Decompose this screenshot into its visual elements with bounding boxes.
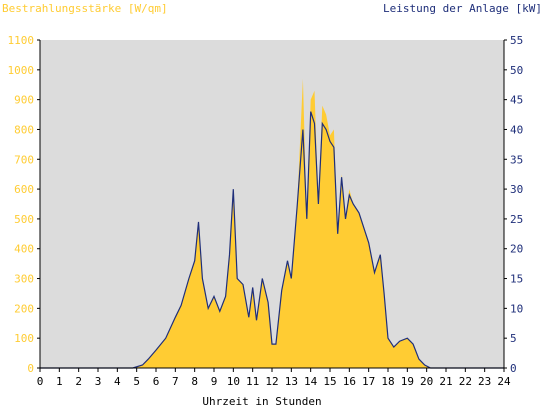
plot-area: [40, 40, 504, 368]
x-tick-label: 23: [478, 375, 491, 388]
x-tick-label: 4: [114, 375, 121, 388]
right-axis-title: Leistung der Anlage [kW]: [383, 2, 542, 15]
y-left-tick-label: 1000: [8, 64, 35, 77]
y-right-tick-label: 55: [510, 34, 523, 47]
y-right-tick-label: 50: [510, 64, 523, 77]
x-tick-label: 14: [304, 375, 318, 388]
axes-layer: [37, 39, 507, 372]
y-right-tick-label: 0: [510, 362, 517, 375]
x-tick-label: 3: [95, 375, 102, 388]
y-left-tick-label: 700: [14, 153, 34, 166]
x-tick-label: 5: [133, 375, 140, 388]
y-left-tick-label: 0: [27, 362, 34, 375]
x-tick-label: 11: [246, 375, 259, 388]
y-left-tick-label: 200: [14, 302, 34, 315]
x-tick-label: 22: [459, 375, 472, 388]
y-left-tick-label: 900: [14, 94, 34, 107]
y-right-tick-label: 15: [510, 273, 523, 286]
x-tick-label: 1: [56, 375, 63, 388]
x-tick-label: 8: [191, 375, 198, 388]
x-tick-label: 21: [439, 375, 452, 388]
y-right-tick-label: 35: [510, 153, 523, 166]
y-left-tick-label: 800: [14, 123, 34, 136]
y-left-tick-label: 100: [14, 332, 34, 345]
x-tick-label: 24: [497, 375, 511, 388]
x-tick-label: 12: [265, 375, 278, 388]
x-tick-label: 2: [75, 375, 82, 388]
y-right-tick-label: 10: [510, 302, 523, 315]
y-right-tick-label: 5: [510, 332, 517, 345]
y-right-tick-label: 45: [510, 94, 523, 107]
x-tick-label: 9: [211, 375, 218, 388]
y-right-tick-label: 25: [510, 213, 523, 226]
left-axis-title: Bestrahlungsstärke [W/qm]: [2, 2, 168, 15]
y-right-tick-label: 30: [510, 183, 523, 196]
y-right-tick-label: 20: [510, 243, 523, 256]
x-tick-label: 7: [172, 375, 179, 388]
x-axis-title: Uhrzeit in Stunden: [202, 395, 321, 408]
x-tick-label: 15: [323, 375, 336, 388]
x-tick-label: 19: [401, 375, 414, 388]
x-tick-label: 16: [343, 375, 356, 388]
y-left-tick-label: 300: [14, 273, 34, 286]
tick-labels-layer: 0100200300400500600700800900100011000510…: [8, 34, 524, 388]
y-left-tick-label: 1100: [8, 34, 35, 47]
x-tick-label: 0: [37, 375, 44, 388]
y-right-tick-label: 40: [510, 123, 523, 136]
x-tick-label: 17: [362, 375, 375, 388]
x-tick-label: 6: [153, 375, 160, 388]
power-line-layer: [40, 111, 504, 369]
x-tick-label: 10: [227, 375, 240, 388]
x-tick-label: 13: [285, 375, 298, 388]
x-tick-label: 18: [381, 375, 394, 388]
y-left-tick-label: 400: [14, 243, 34, 256]
y-left-tick-label: 500: [14, 213, 34, 226]
x-tick-label: 20: [420, 375, 433, 388]
power-line: [40, 111, 504, 369]
y-left-tick-label: 600: [14, 183, 34, 196]
